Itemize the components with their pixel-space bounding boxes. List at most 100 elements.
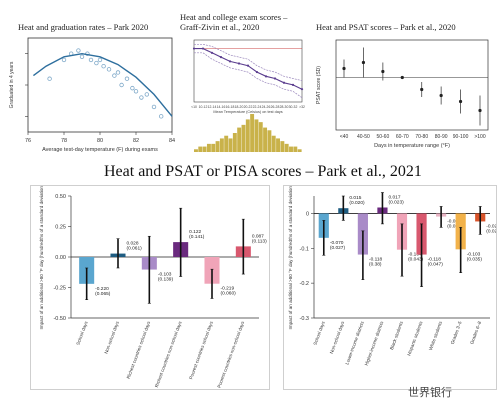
histogram-bar bbox=[271, 135, 276, 152]
data-label-se: (0.139) bbox=[158, 277, 174, 283]
data-point bbox=[112, 73, 117, 78]
graduation-title: Heat and graduation rates – Park 2020 bbox=[18, 22, 149, 32]
series-point bbox=[192, 47, 196, 50]
data-label-se: (0.043) bbox=[408, 257, 424, 263]
x-tick-label: Black students bbox=[389, 320, 404, 350]
data-label: -0.103 bbox=[158, 272, 172, 278]
data-label: -0.103 bbox=[467, 251, 481, 257]
data-point bbox=[97, 57, 103, 63]
histogram-bar bbox=[254, 119, 259, 152]
x-tick-label: 14-16 bbox=[217, 105, 226, 109]
y-tick-label: 0.00 bbox=[55, 255, 66, 261]
histogram-bar bbox=[237, 127, 242, 152]
data-label-se: (0.065) bbox=[95, 291, 111, 297]
histogram-bar bbox=[202, 146, 207, 152]
y-tick-label: -0.1 bbox=[300, 246, 309, 252]
x-tick-label: <10 bbox=[191, 105, 197, 109]
histogram-bar bbox=[215, 141, 220, 152]
data-label: 0.017 bbox=[389, 195, 401, 201]
histogram-bar bbox=[276, 138, 280, 152]
x-tick-label: 78 bbox=[61, 138, 67, 144]
data-point bbox=[151, 104, 157, 110]
data-point bbox=[76, 48, 81, 53]
y-tick-label: -0.25 bbox=[53, 286, 66, 292]
graduation-chart: 76 78 80 82 84 Average test-day temperature (… bbox=[9, 37, 175, 153]
x-tick-label: Lower-income districts bbox=[344, 320, 365, 365]
x-tick-label: 82 bbox=[133, 138, 139, 144]
data-label: -0.118 bbox=[428, 257, 442, 263]
histogram-bar bbox=[267, 130, 272, 152]
data-point bbox=[101, 64, 106, 69]
data-point bbox=[61, 57, 67, 63]
histogram-bar bbox=[297, 149, 302, 152]
data-label-se: (0.047) bbox=[428, 262, 444, 268]
data-label: 0.087 bbox=[252, 233, 264, 239]
plot-frame bbox=[193, 39, 303, 103]
histogram-bar bbox=[224, 135, 229, 152]
data-point bbox=[420, 87, 424, 92]
x-tick-label: Grades 3–5 bbox=[450, 320, 463, 345]
data-label-se: (0.023) bbox=[486, 228, 496, 234]
x-tick-label: Non-school days bbox=[104, 320, 121, 355]
histogram-bar bbox=[250, 114, 255, 152]
x-tick-label: Hispanic students bbox=[406, 320, 423, 356]
x-axis-label: Mean Temperature (Celsius) on test days bbox=[213, 110, 282, 114]
ci-lower-line bbox=[194, 52, 303, 98]
x-tick-label: Poorest countries non-school days bbox=[216, 320, 245, 389]
pisa-panel: -0.50 -0.25 0.00 0.25 0.50 Impact of an addit… bbox=[30, 185, 270, 390]
y-tick-label: 0 bbox=[306, 211, 309, 217]
data-point bbox=[400, 75, 404, 80]
histogram-bar bbox=[198, 146, 203, 152]
x-axis-label: Average test-day temperature (F) during … bbox=[42, 147, 158, 153]
psat-groups-chart: 0 -0.1 -0.2 -0.3 Impact of an additional >80… bbox=[288, 186, 496, 366]
exam-title: Heat and college exam scores – Graff-Ziv… bbox=[180, 12, 288, 32]
histogram-bar bbox=[219, 138, 224, 152]
histogram-bar bbox=[289, 146, 293, 152]
data-label-se: (0.141) bbox=[189, 234, 205, 240]
main-title: Heat and PSAT or PISA scores – Park et a… bbox=[104, 163, 422, 180]
x-tick-label: Poorest countries school days bbox=[188, 320, 214, 380]
data-point bbox=[342, 66, 346, 71]
data-label-se: (0.027) bbox=[330, 245, 346, 251]
x-tick-label: 28-30 bbox=[280, 105, 289, 109]
data-point bbox=[130, 85, 135, 91]
psat-panel: Heat and PSAT scores – Park et al., 2020… bbox=[310, 22, 496, 154]
data-label: 0.122 bbox=[189, 229, 201, 235]
data-label: -0.104 bbox=[408, 252, 422, 258]
data-label: -0.219 bbox=[221, 286, 235, 292]
data-point bbox=[478, 108, 482, 113]
plot-frame bbox=[335, 39, 489, 131]
y-axis-label: Impact of an additional >80 °F day (hund… bbox=[288, 186, 293, 329]
data-point bbox=[139, 95, 144, 100]
series-point bbox=[273, 77, 277, 80]
x-tick-label: 80 bbox=[97, 138, 103, 144]
x-tick-label: 60-70 bbox=[396, 134, 409, 140]
series-point bbox=[255, 70, 259, 74]
histogram-bar bbox=[258, 122, 263, 152]
y-tick-label: 0.25 bbox=[55, 225, 66, 231]
y-axis-label: Graduated in 4 years bbox=[9, 61, 15, 108]
histogram-bar bbox=[228, 138, 233, 152]
data-label: -0.009 bbox=[447, 219, 461, 225]
series-point bbox=[246, 64, 250, 67]
x-tick-label: 22-24 bbox=[253, 105, 262, 109]
series-point bbox=[237, 62, 241, 65]
data-label-se: (0.035) bbox=[467, 256, 483, 262]
x-tick-label: >100 bbox=[474, 134, 485, 140]
x-tick-label: Richest countries school days bbox=[126, 320, 152, 379]
y-axis-label: Impact of an additional >80 °F day (hund… bbox=[39, 186, 44, 329]
x-tick-label: White students bbox=[428, 320, 443, 351]
data-point bbox=[115, 70, 121, 75]
data-label-se: (0.023) bbox=[389, 200, 405, 206]
histogram-bar bbox=[211, 143, 216, 152]
psat-title: Heat and PSAT scores – Park et al., 2020 bbox=[316, 22, 456, 32]
data-point bbox=[119, 82, 124, 88]
histogram-bar bbox=[280, 141, 285, 152]
histogram-bar bbox=[293, 146, 298, 152]
psat-groups-panel: 0 -0.1 -0.2 -0.3 Impact of an additional >80… bbox=[283, 185, 497, 390]
x-tick-label: School days bbox=[75, 320, 88, 346]
data-point bbox=[381, 69, 385, 74]
data-label: 0.028 bbox=[127, 241, 139, 247]
data-point bbox=[79, 54, 85, 59]
data-point bbox=[144, 92, 149, 97]
